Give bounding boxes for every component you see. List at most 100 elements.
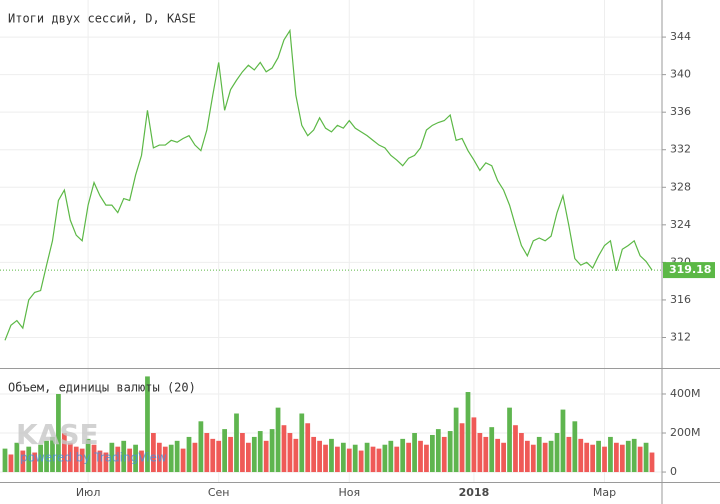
volume-bar — [412, 433, 417, 473]
volume-bar — [394, 446, 400, 473]
volume-bar — [453, 407, 459, 473]
volume-bar — [91, 444, 97, 473]
volume-bar — [501, 442, 506, 473]
volume-bar — [358, 450, 364, 473]
volume-bar — [305, 423, 311, 473]
watermark-logo: KASE — [16, 418, 99, 451]
volume-bar — [572, 421, 578, 473]
volume-bar — [73, 446, 79, 473]
y-tick-label: 340 — [670, 68, 691, 81]
volume-bar — [281, 425, 287, 473]
volume-bar — [530, 444, 536, 473]
volume-bar — [174, 440, 180, 473]
volume-bar — [228, 436, 233, 473]
watermark-text: powered by TradingView — [20, 451, 167, 465]
volume-bar — [524, 440, 530, 473]
x-tick-label: 2018 — [459, 486, 490, 499]
volume-bar — [435, 429, 441, 473]
volume-bar — [145, 376, 150, 473]
volume-bar — [346, 448, 352, 473]
last-price-label: 319.18 — [669, 263, 711, 276]
volume-bar — [560, 409, 566, 473]
volume-bar — [109, 442, 115, 473]
volume-bar — [430, 434, 435, 473]
x-tick-label: Июл — [76, 486, 101, 499]
volume-bar — [263, 440, 269, 473]
volume-bar — [192, 442, 198, 473]
volume-bar — [631, 438, 637, 473]
volume-bar — [483, 436, 489, 473]
volume-bar — [329, 438, 334, 473]
volume-bar — [26, 446, 32, 473]
volume-bar — [649, 452, 655, 473]
volume-bar — [275, 407, 281, 473]
last-price-tag — [663, 262, 715, 279]
volume-bar — [162, 446, 168, 473]
volume-title: Объем, единицы валюты (20) — [8, 381, 196, 395]
volume-bar — [554, 433, 560, 473]
y-tick-label: 336 — [670, 105, 691, 118]
volume-bar — [519, 433, 524, 473]
volume-bar — [180, 448, 186, 473]
volume-bar — [216, 440, 222, 473]
volume-bar — [240, 433, 245, 473]
volume-bar — [210, 438, 216, 473]
axes: 312316320324328332336340344319.180200M40… — [76, 30, 715, 499]
y-tick-label: 200M — [670, 426, 701, 439]
volume-bar — [156, 442, 162, 473]
volume-bar — [447, 431, 453, 473]
volume-bar — [465, 392, 471, 473]
volume-bar — [382, 444, 388, 473]
volume-bar — [38, 444, 43, 473]
volume-bar — [186, 436, 192, 473]
volume-bar — [32, 452, 38, 473]
volume-bar — [20, 450, 26, 473]
volume-bar — [115, 446, 121, 473]
volume-bar — [2, 448, 8, 473]
volume-bar — [56, 393, 61, 473]
volume-bar — [424, 444, 429, 473]
y-tick-label: 316 — [670, 293, 691, 306]
volume-bar — [340, 442, 346, 473]
volume-bar — [596, 440, 601, 473]
volume-bar — [459, 423, 465, 473]
volume-bar — [584, 442, 590, 473]
volume-bar — [198, 421, 204, 473]
volume-bar — [139, 450, 144, 473]
volume-bar — [103, 452, 109, 473]
volume-bar — [513, 425, 518, 473]
volume-bar — [222, 429, 227, 473]
x-tick-label: Мар — [593, 486, 616, 499]
volume-bar — [323, 444, 328, 473]
marks — [0, 28, 662, 473]
volume-bar — [637, 446, 643, 473]
volume-bar — [168, 444, 174, 473]
volume-bar — [477, 433, 483, 473]
volume-bar — [548, 440, 554, 473]
volume-bar — [608, 436, 613, 473]
volume-bar — [257, 431, 263, 473]
volume-bar — [234, 413, 239, 473]
volume-bar — [536, 436, 542, 473]
volume-bar — [471, 417, 477, 473]
volume-bar — [67, 442, 73, 473]
volume-bar — [85, 438, 91, 473]
volume-bar — [614, 442, 619, 473]
volume-bar — [293, 438, 299, 473]
volume-bar — [489, 427, 495, 473]
volume-bar — [79, 448, 85, 473]
volume-bar — [364, 442, 370, 473]
volume-bar — [335, 446, 340, 473]
volume-bar — [317, 440, 322, 473]
grid — [0, 0, 662, 482]
volume-bar — [50, 436, 55, 473]
y-tick-label: 328 — [670, 180, 691, 193]
volume-bar — [507, 407, 512, 473]
volume-bar — [542, 442, 548, 473]
volume-bar — [287, 433, 293, 473]
volume-bar — [269, 429, 275, 473]
x-tick-label: Ноя — [338, 486, 360, 499]
volume-bar — [251, 436, 257, 473]
volume-bar — [590, 444, 596, 473]
